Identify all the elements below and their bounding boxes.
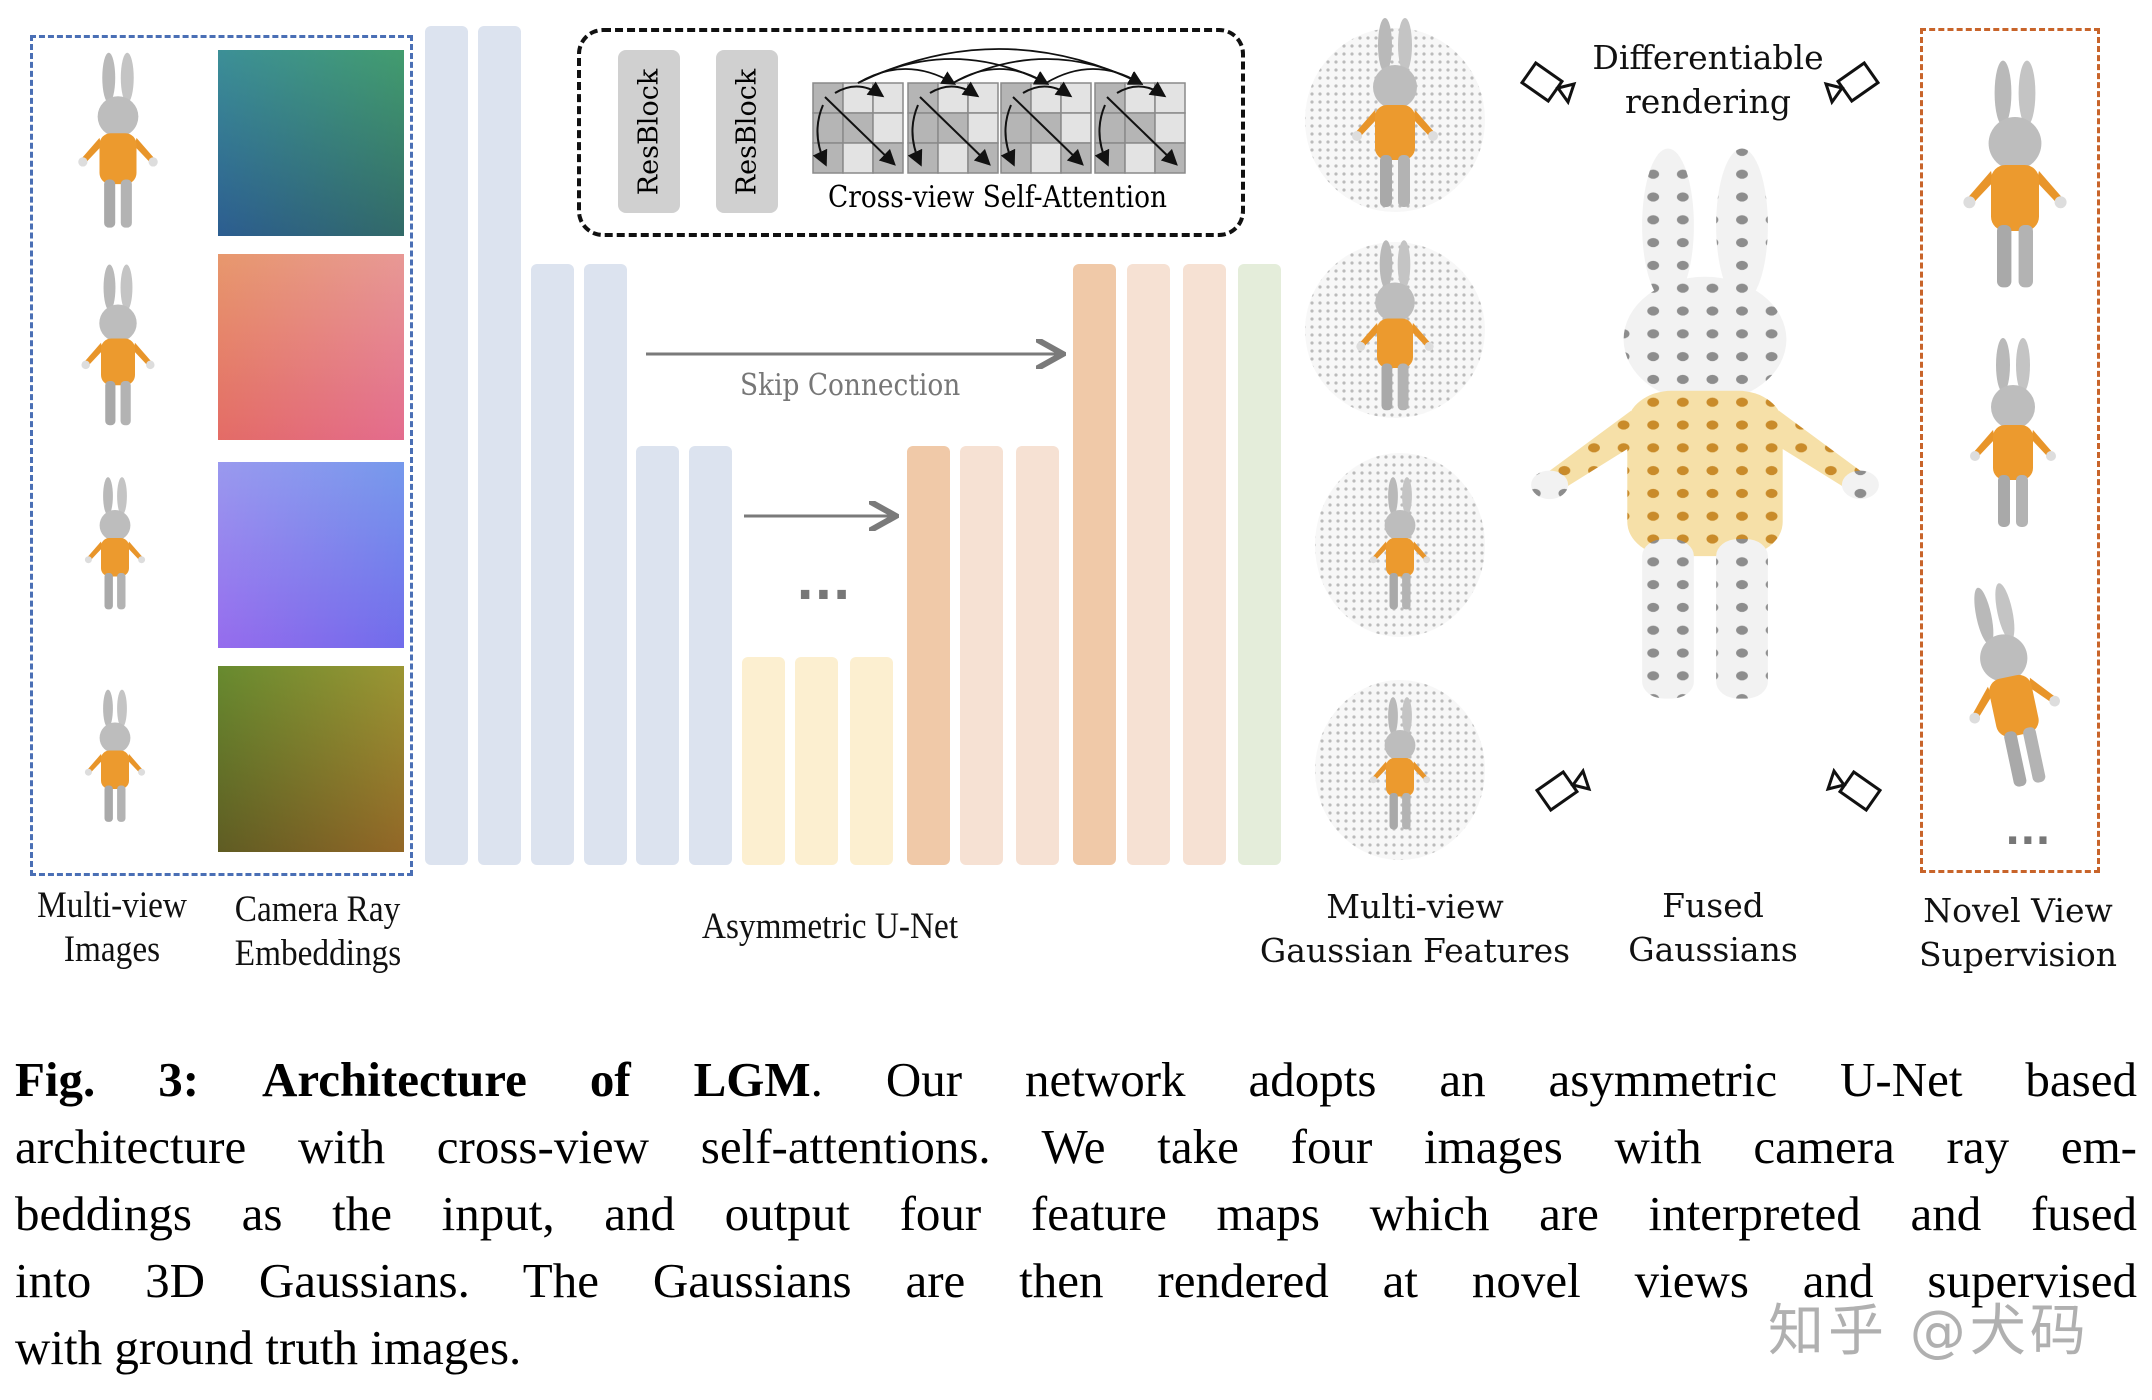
label-line: Multi-view — [1326, 887, 1504, 926]
asymmetric-unet-label: Asymmetric U-Net — [701, 906, 959, 947]
camera-icon — [1520, 58, 1580, 108]
unet-layer-encoder — [425, 26, 468, 865]
unet-layer-decoder-strong — [1073, 264, 1116, 865]
attention-arrow — [1022, 81, 1073, 98]
attention-block-box — [577, 28, 1245, 237]
attention-grid-cell — [812, 82, 844, 114]
unet-layer-encoder — [531, 264, 574, 865]
label-line: Images — [63, 929, 161, 970]
label-line: Novel View — [1923, 891, 2113, 930]
ray-embedding-4 — [218, 666, 404, 852]
figure-number: Fig. 3: — [15, 1052, 200, 1107]
attention-grid-cell — [1030, 142, 1062, 174]
novel-view-2 — [1958, 335, 2068, 535]
cross-view-attention-grids — [812, 48, 1186, 174]
label-line: Gaussians — [1628, 930, 1798, 969]
unet-layer-encoder — [584, 264, 627, 865]
gaussian-feature-4 — [1315, 680, 1485, 860]
label-line: Supervision — [1918, 935, 2118, 974]
attention-arrow — [907, 104, 923, 167]
unet-layer-encoder — [636, 446, 679, 865]
unet-layer-output — [1238, 264, 1281, 865]
fused-gaussians-label: Fused Gaussians — [1628, 884, 1798, 972]
attention-arrow — [1106, 96, 1178, 166]
unet-layer-bottleneck — [742, 657, 785, 865]
watermark: 知乎 @犬码 — [1768, 1299, 2090, 1364]
camera-icon — [1820, 58, 1880, 108]
multi-view-images-label: Multi-view Images — [37, 884, 187, 972]
label-line: Gaussian Features — [1259, 931, 1571, 970]
attention-arrow — [824, 96, 896, 166]
ray-embedding-3 — [218, 462, 404, 648]
unet-layer-encoder — [689, 446, 732, 865]
label-line: Multi-view — [37, 885, 187, 926]
caption-line: into 3D Gaussians. The Gaussians are the… — [15, 1253, 2137, 1308]
unet-layer-decoder-light — [1127, 264, 1170, 865]
attention-grid-cell — [1000, 142, 1032, 174]
ray-embedding-1 — [218, 50, 404, 236]
differentiable-rendering-label: Differentiable rendering — [1592, 36, 1823, 124]
ellipsis: ... — [796, 555, 851, 611]
attention-arrow — [919, 96, 991, 166]
input-views-box — [30, 35, 413, 876]
fused-gaussians-image — [1531, 148, 1879, 699]
novel-view-supervision-label: Novel View Supervision — [1919, 889, 2117, 977]
attention-arrow — [929, 81, 980, 98]
attention-arrow — [812, 104, 828, 167]
camera-icon — [1535, 765, 1595, 815]
skip-connection-arrows — [646, 0, 1300, 900]
unet-layer-decoder-light — [960, 446, 1003, 865]
gaussian-feature-2 — [1305, 240, 1485, 418]
label-line: rendering — [1625, 82, 1791, 121]
figure-caption: Fig. 3: Architecture of LGM. Our network… — [15, 1046, 2137, 1381]
attention-grid-cell — [1154, 112, 1186, 144]
attention-label: Cross-view Self-Attention — [828, 180, 1168, 215]
caption-line: Fig. 3: Architecture of LGM. Our network… — [15, 1046, 2137, 1113]
attention-grid-cell — [907, 82, 939, 114]
cross-view-arrow — [1045, 68, 1144, 85]
unet-layer-encoder — [478, 26, 521, 865]
gaussian-features-label: Multi-view Gaussian Features — [1260, 885, 1570, 973]
unet-layer-decoder-light — [1016, 446, 1059, 865]
caption-line: with ground truth images. — [15, 1320, 522, 1375]
attention-arrow — [834, 81, 885, 98]
camera-icon — [1822, 765, 1882, 815]
attention-arrow — [1094, 104, 1110, 167]
label-line: Fused — [1662, 886, 1764, 925]
caption-line: architecture with cross-view self-attent… — [15, 1119, 2137, 1174]
figure-title: Architecture of LGM — [262, 1052, 811, 1107]
gaussian-feature-1 — [1305, 18, 1485, 212]
resblock-1: ResBlock — [618, 50, 680, 213]
novel-view-ellipsis: ... — [2005, 808, 2051, 854]
ray-embedding-2 — [218, 254, 404, 440]
unet-layer-bottleneck — [850, 657, 893, 865]
unet-layer-bottleneck — [795, 657, 838, 865]
novel-view-supervision-box — [1920, 28, 2100, 873]
gaussian-feature-3 — [1315, 453, 1485, 637]
label-line: Camera Ray — [234, 889, 401, 930]
unet-layer-decoder-strong — [907, 446, 950, 865]
caption-text: . Our network adopts an asymmetric U-Net… — [810, 1052, 2138, 1107]
skip-connection-label: Skip Connection — [740, 368, 961, 403]
novel-view-1 — [1955, 52, 2075, 302]
camera-ray-embeddings-label: Camera Ray Embeddings — [235, 888, 401, 976]
caption-line: beddings as the input, and output four f… — [15, 1186, 2137, 1241]
attention-grid-cell — [872, 112, 904, 144]
attention-arrow — [1000, 104, 1016, 167]
label-line: Differentiable — [1592, 38, 1824, 77]
resblock-2: ResBlock — [716, 50, 778, 213]
attention-arrow — [1012, 96, 1084, 166]
attention-grid-cell — [1124, 142, 1156, 174]
attention-arrow — [1116, 81, 1167, 98]
unet-layer-decoder-light — [1183, 264, 1226, 865]
label-line: Embeddings — [234, 933, 402, 974]
